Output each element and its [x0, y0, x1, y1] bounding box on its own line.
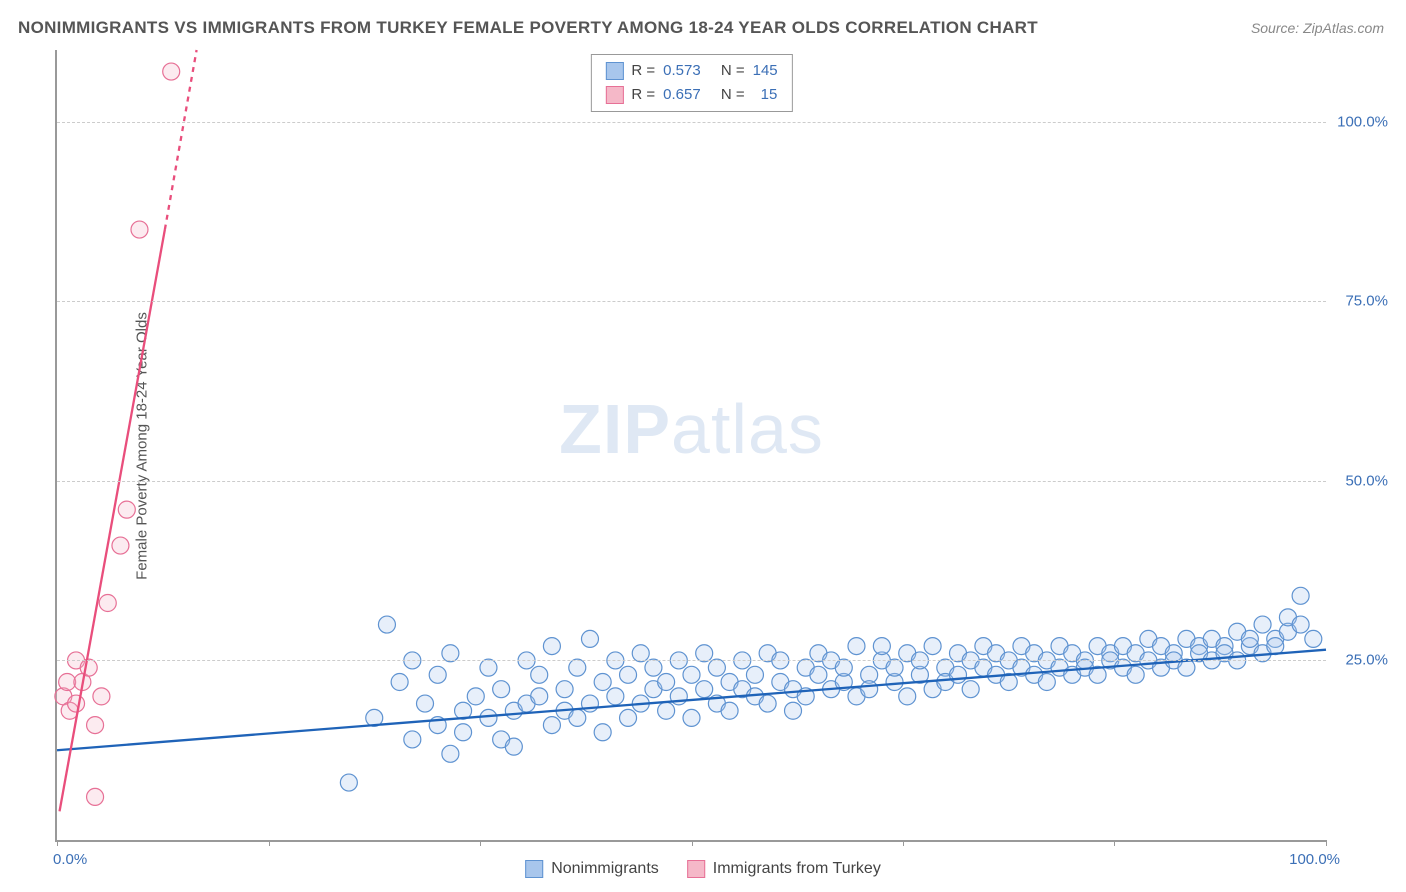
legend-label: Immigrants from Turkey: [713, 860, 881, 878]
n-value: 15: [753, 83, 778, 107]
swatch-pink: [605, 86, 623, 104]
r-label: R =: [631, 59, 655, 83]
x-tick-right: 100.0%: [1289, 851, 1340, 868]
r-value: 0.573: [663, 59, 701, 83]
y-tick-label: 75.0%: [1345, 293, 1388, 310]
chart-title: NONIMMIGRANTS VS IMMIGRANTS FROM TURKEY …: [18, 18, 1038, 38]
y-tick-label: 25.0%: [1345, 652, 1388, 669]
legend-series: Nonimmigrants Immigrants from Turkey: [525, 860, 881, 878]
n-label: N =: [721, 83, 745, 107]
n-label: N =: [721, 59, 745, 83]
legend-row: R = 0.573 N = 145: [605, 59, 777, 83]
swatch-pink: [687, 860, 705, 878]
source-label: Source: ZipAtlas.com: [1251, 20, 1384, 36]
legend-correlation: R = 0.573 N = 145 R = 0.657 N = 15: [590, 54, 792, 112]
chart-area: ZIPatlas R = 0.573 N = 145 R = 0.657 N =…: [55, 50, 1326, 842]
legend-item: Immigrants from Turkey: [687, 860, 881, 878]
y-tick-label: 50.0%: [1345, 472, 1388, 489]
swatch-blue: [605, 62, 623, 80]
r-label: R =: [631, 83, 655, 107]
y-tick-label: 100.0%: [1337, 113, 1388, 130]
legend-row: R = 0.657 N = 15: [605, 83, 777, 107]
n-value: 145: [753, 59, 778, 83]
x-tick-left: 0.0%: [53, 851, 87, 868]
legend-item: Nonimmigrants: [525, 860, 659, 878]
legend-label: Nonimmigrants: [551, 860, 659, 878]
r-value: 0.657: [663, 83, 701, 107]
swatch-blue: [525, 860, 543, 878]
scatter-plot-svg: [57, 50, 1326, 840]
